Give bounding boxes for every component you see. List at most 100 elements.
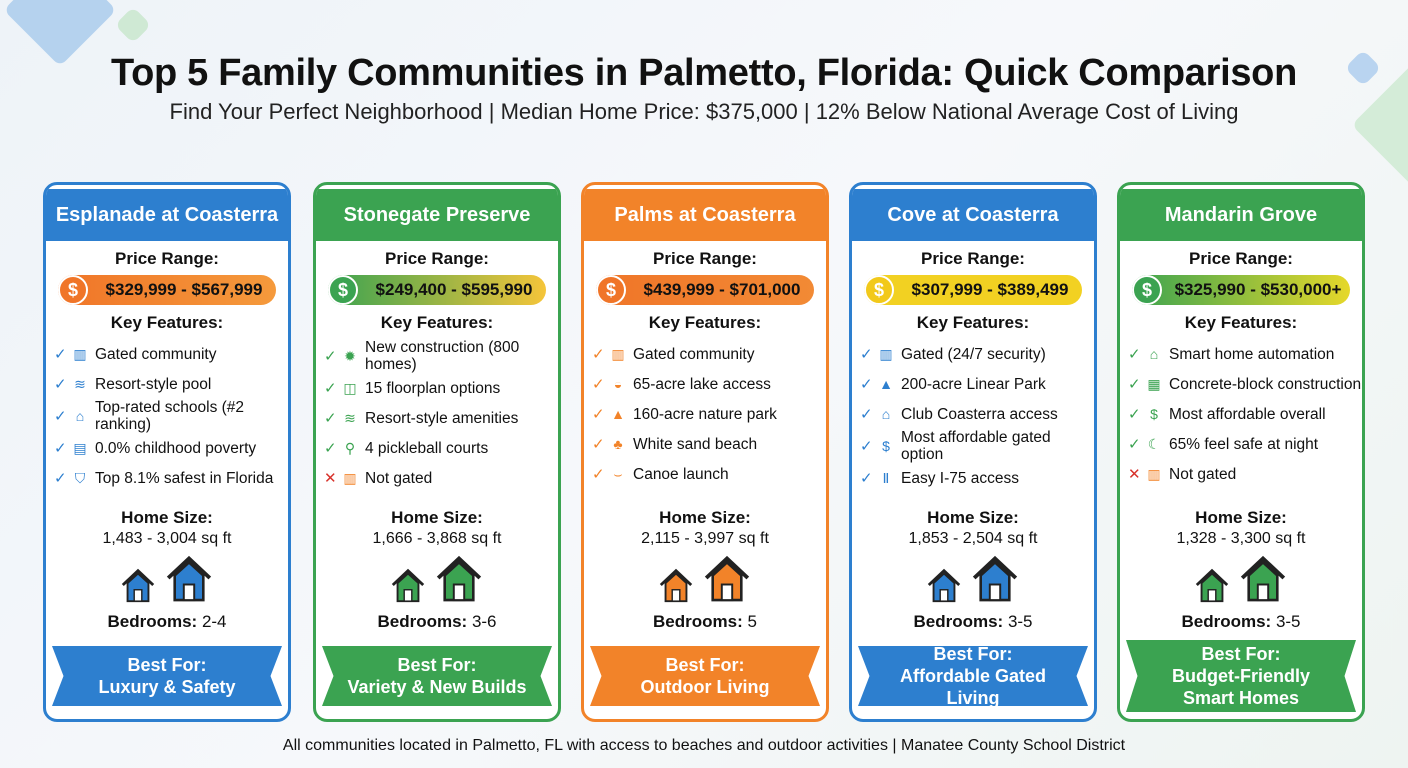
- bedrooms-value: 5: [747, 612, 757, 631]
- dollar-icon: $: [1150, 405, 1158, 422]
- check-icon: ✓: [324, 379, 337, 397]
- park-icon: ▲: [611, 405, 625, 422]
- check-icon: ✓: [592, 375, 605, 393]
- house-icon: [436, 555, 482, 602]
- price-label: Price Range:: [385, 249, 489, 268]
- page-subtitle: Find Your Perfect Neighborhood | Median …: [169, 99, 1239, 124]
- feature-text: Resort-style pool: [95, 375, 212, 393]
- feature-text: 65% feel safe at night: [1169, 435, 1319, 453]
- feature-list: ✓ ▥ Gated community ✓ ◒ 65-acre lake acc…: [584, 333, 826, 508]
- feature-item: ✓ ▥ Gated (24/7 security): [860, 339, 1094, 369]
- feature-text: Most affordable gated option: [901, 429, 1051, 463]
- feature-text: Canoe launch: [633, 465, 729, 483]
- bedrooms: Bedrooms: 5: [584, 612, 826, 632]
- lake-icon: ◒: [613, 375, 623, 392]
- house-icon: [704, 555, 750, 602]
- brick-icon: ▦: [1147, 375, 1161, 392]
- feature-item: ✓ ◫ 15 floorplan options: [324, 373, 558, 403]
- best-for-value: Luxury & Safety: [98, 677, 236, 697]
- highway-icon: Ⅱ: [882, 469, 890, 486]
- feature-text: Top 8.1% safest in Florida: [95, 469, 274, 487]
- feature-text: Gated community: [95, 345, 217, 363]
- check-icon: ✓: [54, 407, 67, 425]
- house-icon: [166, 555, 212, 602]
- community-card: Esplanade at Coasterra Price Range: $ $3…: [43, 182, 291, 722]
- check-icon: ✓: [54, 469, 67, 487]
- feature-item: ✓ $ Most affordable overall: [1128, 399, 1362, 429]
- house-icon: [972, 555, 1018, 602]
- feature-text: 200-acre Linear Park: [901, 375, 1046, 393]
- community-card: Cove at Coasterra Price Range: $ $307,99…: [849, 182, 1097, 722]
- pool-icon: ≋: [74, 375, 86, 392]
- community-name: Cove at Coasterra: [852, 189, 1094, 241]
- features-label: Key Features:: [648, 313, 762, 332]
- school-icon: ⌂: [75, 407, 85, 424]
- palm-tree-icon: ♣: [613, 435, 623, 452]
- house-icon: [391, 568, 425, 603]
- check-icon: ✓: [860, 345, 873, 363]
- bedrooms-label: Bedrooms:: [107, 612, 198, 631]
- feature-text: Easy I-75 access: [901, 469, 1020, 487]
- features-label: Key Features:: [1184, 313, 1298, 332]
- house-icon: [1240, 555, 1286, 602]
- feature-text: 160-acre nature park: [633, 405, 777, 423]
- best-for-value: Outdoor Living: [640, 677, 770, 697]
- feature-item: ✕ ▥ Not gated: [324, 463, 558, 493]
- houses-illustration: [1120, 552, 1362, 604]
- bedrooms: Bedrooms: 3-5: [852, 612, 1094, 632]
- price-range: $ $329,999 - $567,999: [58, 275, 276, 305]
- price-value: $307,999 - $389,499: [911, 280, 1069, 299]
- feature-text: Not gated: [1169, 465, 1237, 483]
- check-icon: ✓: [592, 405, 605, 423]
- best-for-ribbon: Best For: Luxury & Safety: [52, 646, 282, 706]
- price-value: $249,400 - $595,990: [375, 280, 533, 299]
- bedrooms: Bedrooms: 3-6: [316, 612, 558, 632]
- home-size-label: Home Size:: [1195, 508, 1287, 527]
- community-name: Mandarin Grove: [1120, 189, 1362, 241]
- feature-text: Resort-style amenities: [365, 409, 519, 427]
- home-size-label: Home Size:: [659, 508, 751, 527]
- feature-list: ✓ ▥ Gated (24/7 security) ✓ ▲ 200-acre L…: [852, 333, 1094, 508]
- feature-text: Smart home automation: [1169, 345, 1335, 363]
- check-icon: ✓: [1128, 435, 1141, 453]
- home-size-value: 1,666 - 3,868 sq ft: [372, 530, 502, 547]
- check-icon: ✓: [54, 375, 67, 393]
- house-icon: [121, 568, 155, 603]
- check-icon: ✓: [324, 347, 337, 365]
- feature-item: ✓ ⌂ Top-rated schools (#2 ranking): [54, 399, 288, 433]
- feature-item: ✓ ▲ 160-acre nature park: [592, 399, 826, 429]
- feature-item: ✓ ✹ New construction (800 homes): [324, 339, 558, 373]
- house-icon: [1195, 568, 1229, 603]
- feature-item: ✓ ⌂ Club Coasterra access: [860, 399, 1094, 429]
- canoe-icon: ⌣: [613, 465, 623, 482]
- community-card: Stonegate Preserve Price Range: $ $249,4…: [313, 182, 561, 722]
- houses-illustration: [852, 552, 1094, 604]
- feature-list: ✓ ⌂ Smart home automation ✓ ▦ Concrete-b…: [1120, 333, 1362, 508]
- shield-icon: ⛉: [74, 469, 86, 486]
- feature-list: ✓ ✹ New construction (800 homes) ✓ ◫ 15 …: [316, 333, 558, 508]
- check-icon: ✓: [54, 345, 67, 363]
- moon-icon: ☾: [1147, 435, 1161, 452]
- feature-item: ✕ ▥ Not gated: [1128, 459, 1362, 489]
- feature-text: 4 pickleball courts: [365, 439, 489, 457]
- bedrooms-value: 3-5: [1007, 612, 1033, 631]
- check-icon: ✓: [592, 465, 605, 483]
- feature-item: ✓ ⚲ 4 pickleball courts: [324, 433, 558, 463]
- features-label: Key Features:: [380, 313, 494, 332]
- feature-item: ✓ ▦ Concrete-block construction: [1128, 369, 1362, 399]
- decorative-shape: [114, 6, 152, 44]
- page-title: Top 5 Family Communities in Palmetto, Fl…: [110, 52, 1297, 94]
- dollar-coin-icon: $: [328, 275, 358, 305]
- feature-item: ✓ $ Most affordable gated option: [860, 429, 1094, 463]
- feature-text: Club Coasterra access: [901, 405, 1058, 423]
- best-for-label: Best For:: [665, 655, 745, 675]
- new-badge-icon: ✹: [344, 347, 356, 364]
- dollar-coin-icon: $: [596, 275, 626, 305]
- dollar-coin-icon: $: [1132, 275, 1162, 305]
- feature-list: ✓ ▥ Gated community ✓ ≋ Resort-style poo…: [46, 333, 288, 508]
- house-icon: [659, 568, 693, 603]
- price-label: Price Range:: [115, 249, 219, 268]
- check-icon: ✓: [860, 437, 873, 455]
- feature-item: ✓ ≋ Resort-style amenities: [324, 403, 558, 433]
- gate-icon: ▥: [1147, 465, 1161, 482]
